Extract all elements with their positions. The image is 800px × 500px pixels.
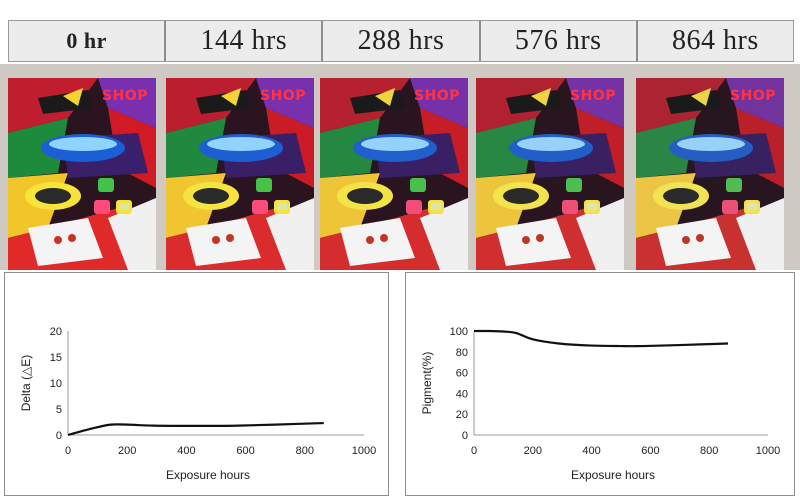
y-tick-label: 0 <box>462 430 468 442</box>
y-axis-title: Delta (△E) <box>19 355 33 412</box>
time-label-288: 288 hrs <box>323 21 481 61</box>
sample-photo: SHOP <box>476 78 624 270</box>
x-tick-label: 400 <box>582 445 600 457</box>
x-tick-label: 400 <box>177 445 195 457</box>
x-tick-label: 800 <box>700 445 718 457</box>
y-tick-label: 100 <box>450 326 468 338</box>
y-tick-label: 15 <box>50 352 62 364</box>
y-tick-label: 20 <box>456 409 468 421</box>
x-axis-title: Exposure hours <box>166 468 250 482</box>
shop-logo: SHOP <box>414 88 460 104</box>
y-tick-label: 40 <box>456 388 468 400</box>
y-tick-label: 60 <box>456 368 468 380</box>
x-tick-label: 1000 <box>756 445 780 457</box>
delta-e-chart-panel: 0 5 10 15 20 0 200 400 600 800 1000 Exposure hours D… <box>4 272 389 496</box>
time-label-864: 864 hrs <box>672 25 759 56</box>
x-tick-label: 800 <box>296 445 314 457</box>
time-label-144: 144 hrs <box>166 21 324 61</box>
y-tick-label: 5 <box>56 404 62 416</box>
sample-photo: SHOP <box>166 78 314 270</box>
sample-photo: SHOP <box>636 78 784 270</box>
series-line <box>473 329 729 348</box>
y-tick-label: 10 <box>50 378 62 390</box>
sample-photo: SHOP <box>320 78 468 270</box>
y-tick-label: 80 <box>456 347 468 359</box>
x-tick-label: 200 <box>524 445 542 457</box>
time-header-row: 0 hr 144 hrs 288 hrs 576 hrs 864 hrs <box>8 20 794 62</box>
y-tick-label: 0 <box>56 430 62 442</box>
y-axis-title: Pigment(%) <box>420 352 434 415</box>
x-tick-label: 600 <box>641 445 659 457</box>
shop-logo: SHOP <box>102 88 148 104</box>
shop-logo: SHOP <box>260 88 306 104</box>
sample-photo-strip: SHOP SHOP SHOP SHOP SHOP <box>0 64 800 270</box>
shop-logo: SHOP <box>570 88 616 104</box>
x-tick-label: 0 <box>471 445 477 457</box>
pigment-chart-panel: 0 20 40 60 80 100 0 200 400 600 800 1000 Exposure ho… <box>405 272 795 496</box>
x-tick-label: 0 <box>65 445 71 457</box>
y-tick-label: 20 <box>50 326 62 338</box>
time-label-0: 0 hr <box>9 21 167 61</box>
x-tick-label: 600 <box>236 445 254 457</box>
time-label-576: 576 hrs <box>481 21 638 61</box>
sample-photo: SHOP <box>8 78 156 270</box>
x-axis-title: Exposure hours <box>571 468 655 482</box>
x-tick-label: 1000 <box>352 445 376 457</box>
shop-logo: SHOP <box>730 88 776 104</box>
series-line <box>67 421 324 437</box>
x-tick-label: 200 <box>118 445 136 457</box>
